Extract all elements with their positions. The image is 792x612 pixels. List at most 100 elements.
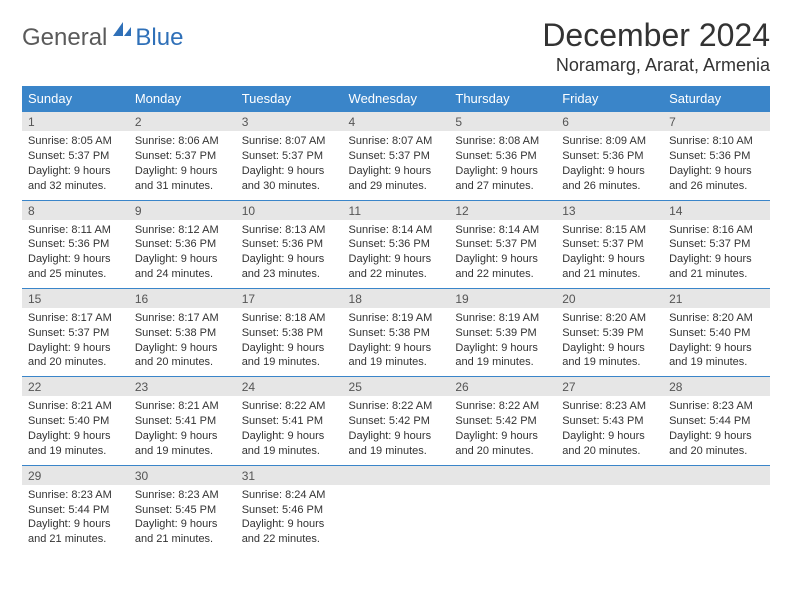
day-number: 7 <box>669 115 676 129</box>
sunset-text: Sunset: 5:41 PM <box>242 414 337 429</box>
sunrise-text: Sunrise: 8:06 AM <box>135 134 230 149</box>
sunrise-text: Sunrise: 8:20 AM <box>669 311 764 326</box>
sunrise-text: Sunrise: 8:14 AM <box>455 223 550 238</box>
day-content-cell: Sunrise: 8:23 AMSunset: 5:44 PMDaylight:… <box>663 396 770 465</box>
day-content-cell: Sunrise: 8:24 AMSunset: 5:46 PMDaylight:… <box>236 485 343 553</box>
day-content-cell: Sunrise: 8:23 AMSunset: 5:44 PMDaylight:… <box>22 485 129 553</box>
daylight-text-1: Daylight: 9 hours <box>28 252 123 267</box>
daylight-text-2: and 27 minutes. <box>455 179 550 194</box>
day-content-cell: Sunrise: 8:23 AMSunset: 5:43 PMDaylight:… <box>556 396 663 465</box>
header: General Blue December 2024 Noramarg, Ara… <box>22 18 770 76</box>
day-number-cell: 17 <box>236 288 343 308</box>
daylight-text-1: Daylight: 9 hours <box>669 252 764 267</box>
daylight-text-1: Daylight: 9 hours <box>135 252 230 267</box>
sunset-text: Sunset: 5:37 PM <box>562 237 657 252</box>
sunrise-text: Sunrise: 8:20 AM <box>562 311 657 326</box>
day-number-cell: 25 <box>343 377 450 397</box>
day-number: 29 <box>28 469 41 483</box>
day-number-cell: 13 <box>556 200 663 220</box>
day-content-cell: Sunrise: 8:14 AMSunset: 5:36 PMDaylight:… <box>343 220 450 289</box>
sunrise-text: Sunrise: 8:07 AM <box>349 134 444 149</box>
sunset-text: Sunset: 5:45 PM <box>135 503 230 518</box>
sunset-text: Sunset: 5:40 PM <box>28 414 123 429</box>
sunset-text: Sunset: 5:37 PM <box>242 149 337 164</box>
day-number-cell: 1 <box>22 112 129 132</box>
day-number: 4 <box>349 115 356 129</box>
day-content-cell <box>663 485 770 553</box>
daylight-text-2: and 21 minutes. <box>135 532 230 547</box>
weekday-header: Tuesday <box>236 86 343 112</box>
sunrise-text: Sunrise: 8:18 AM <box>242 311 337 326</box>
day-number: 30 <box>135 469 148 483</box>
day-number-cell: 16 <box>129 288 236 308</box>
sunrise-text: Sunrise: 8:16 AM <box>669 223 764 238</box>
sunrise-text: Sunrise: 8:17 AM <box>28 311 123 326</box>
day-number: 17 <box>242 292 255 306</box>
sunset-text: Sunset: 5:37 PM <box>669 237 764 252</box>
daylight-text-2: and 19 minutes. <box>135 444 230 459</box>
sunset-text: Sunset: 5:36 PM <box>669 149 764 164</box>
day-number-cell: 27 <box>556 377 663 397</box>
day-number-cell: 21 <box>663 288 770 308</box>
day-number: 26 <box>455 380 468 394</box>
sunset-text: Sunset: 5:37 PM <box>455 237 550 252</box>
day-number: 22 <box>28 380 41 394</box>
daylight-text-1: Daylight: 9 hours <box>562 252 657 267</box>
weekday-header: Wednesday <box>343 86 450 112</box>
day-number-cell: 20 <box>556 288 663 308</box>
day-content-cell: Sunrise: 8:22 AMSunset: 5:42 PMDaylight:… <box>449 396 556 465</box>
day-number: 8 <box>28 204 35 218</box>
day-content-cell: Sunrise: 8:11 AMSunset: 5:36 PMDaylight:… <box>22 220 129 289</box>
day-number: 6 <box>562 115 569 129</box>
sunrise-text: Sunrise: 8:05 AM <box>28 134 123 149</box>
day-number-cell: 24 <box>236 377 343 397</box>
sunrise-text: Sunrise: 8:13 AM <box>242 223 337 238</box>
day-content-cell: Sunrise: 8:21 AMSunset: 5:41 PMDaylight:… <box>129 396 236 465</box>
day-content-cell: Sunrise: 8:23 AMSunset: 5:45 PMDaylight:… <box>129 485 236 553</box>
day-number: 1 <box>28 115 35 129</box>
day-content-cell: Sunrise: 8:19 AMSunset: 5:39 PMDaylight:… <box>449 308 556 377</box>
daylight-text-2: and 19 minutes. <box>349 444 444 459</box>
sunset-text: Sunset: 5:36 PM <box>562 149 657 164</box>
sunrise-text: Sunrise: 8:21 AM <box>135 399 230 414</box>
sunrise-text: Sunrise: 8:07 AM <box>242 134 337 149</box>
day-number: 2 <box>135 115 142 129</box>
day-content-cell: Sunrise: 8:10 AMSunset: 5:36 PMDaylight:… <box>663 131 770 200</box>
day-number-cell: 8 <box>22 200 129 220</box>
daylight-text-1: Daylight: 9 hours <box>562 429 657 444</box>
daylight-text-1: Daylight: 9 hours <box>135 517 230 532</box>
day-content-cell <box>343 485 450 553</box>
day-content-cell: Sunrise: 8:09 AMSunset: 5:36 PMDaylight:… <box>556 131 663 200</box>
day-number-cell: 4 <box>343 112 450 132</box>
day-number: 18 <box>349 292 362 306</box>
day-content-row: Sunrise: 8:11 AMSunset: 5:36 PMDaylight:… <box>22 220 770 289</box>
day-number-cell: 11 <box>343 200 450 220</box>
daylight-text-1: Daylight: 9 hours <box>349 252 444 267</box>
daylight-text-1: Daylight: 9 hours <box>562 341 657 356</box>
day-content-cell: Sunrise: 8:21 AMSunset: 5:40 PMDaylight:… <box>22 396 129 465</box>
day-number: 20 <box>562 292 575 306</box>
daylight-text-1: Daylight: 9 hours <box>669 429 764 444</box>
day-content-cell: Sunrise: 8:20 AMSunset: 5:39 PMDaylight:… <box>556 308 663 377</box>
sunset-text: Sunset: 5:44 PM <box>669 414 764 429</box>
daylight-text-1: Daylight: 9 hours <box>669 341 764 356</box>
daylight-text-1: Daylight: 9 hours <box>28 429 123 444</box>
day-number-cell: 15 <box>22 288 129 308</box>
sunrise-text: Sunrise: 8:23 AM <box>562 399 657 414</box>
sunset-text: Sunset: 5:37 PM <box>349 149 444 164</box>
title-block: December 2024 Noramarg, Ararat, Armenia <box>542 18 770 76</box>
daylight-text-2: and 19 minutes. <box>28 444 123 459</box>
day-number: 5 <box>455 115 462 129</box>
daylight-text-2: and 21 minutes. <box>562 267 657 282</box>
daylight-text-2: and 19 minutes. <box>455 355 550 370</box>
sunrise-text: Sunrise: 8:19 AM <box>349 311 444 326</box>
sunset-text: Sunset: 5:42 PM <box>455 414 550 429</box>
sunrise-text: Sunrise: 8:17 AM <box>135 311 230 326</box>
sunrise-text: Sunrise: 8:14 AM <box>349 223 444 238</box>
day-number: 21 <box>669 292 682 306</box>
day-content-cell: Sunrise: 8:16 AMSunset: 5:37 PMDaylight:… <box>663 220 770 289</box>
day-content-cell: Sunrise: 8:15 AMSunset: 5:37 PMDaylight:… <box>556 220 663 289</box>
day-number: 31 <box>242 469 255 483</box>
day-number-cell: 5 <box>449 112 556 132</box>
daylight-text-1: Daylight: 9 hours <box>562 164 657 179</box>
